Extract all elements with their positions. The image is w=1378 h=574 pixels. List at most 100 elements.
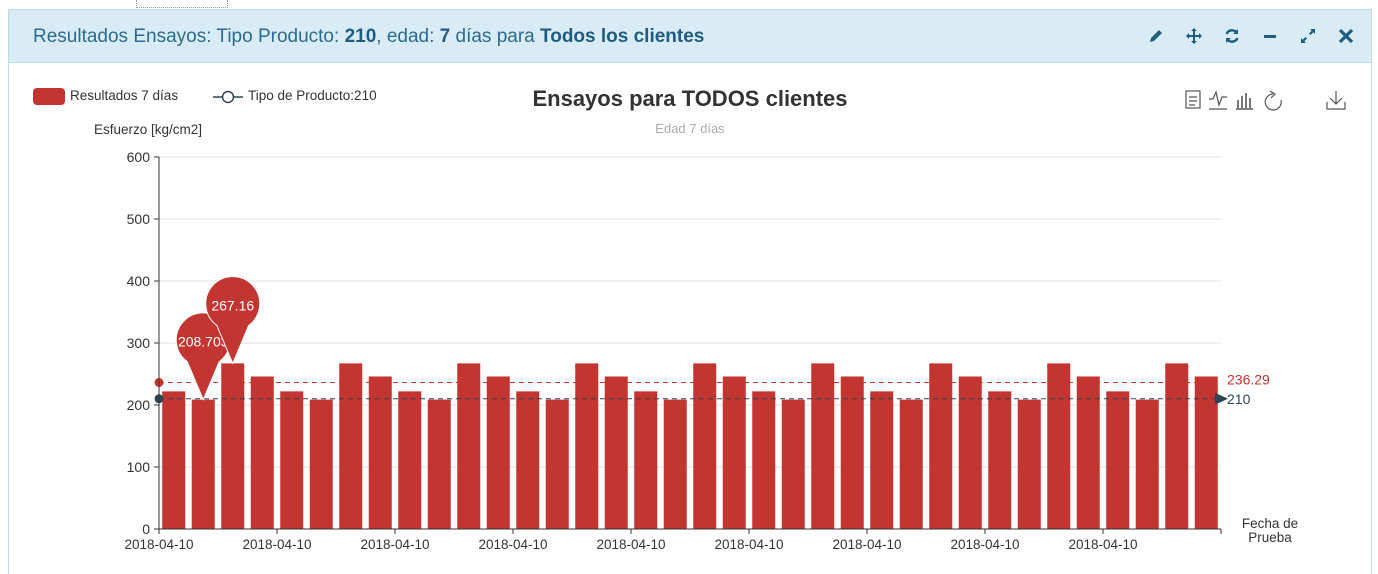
x-axis-label: Fecha de Prueba (1242, 516, 1298, 545)
x-tick-label: 2018-04-10 (360, 537, 429, 552)
title-clients: Todos los clientes (540, 26, 705, 47)
y-tick-label: 0 (142, 521, 150, 537)
bar[interactable] (722, 376, 746, 529)
legend-label-results: Resultados 7 días (70, 88, 178, 103)
mark-lines: 236.29 210 (154, 372, 1270, 407)
x-tick-label: 2018-04-10 (950, 537, 1019, 552)
chart-title: Ensayos para TODOS clientes (532, 86, 847, 111)
save-image-icon[interactable] (1326, 91, 1346, 110)
bar[interactable] (398, 391, 422, 529)
panel-header: Resultados Ensayos: Tipo Producto: 210, … (9, 10, 1371, 63)
bar[interactable] (1076, 376, 1100, 529)
x-tick-label: 2018-04-10 (832, 537, 901, 552)
mark-point-label: 208.703 (178, 334, 229, 350)
bar[interactable] (575, 363, 599, 529)
bar[interactable] (929, 363, 953, 529)
close-icon[interactable] (1335, 24, 1357, 48)
bar[interactable] (811, 363, 835, 529)
x-axis-ticks: 2018-04-10 2018-04-10 2018-04-10 2018-04-10… (124, 529, 1222, 552)
data-view-icon-page (1185, 90, 1201, 109)
line-chart-icon[interactable] (1209, 90, 1227, 110)
bar[interactable] (457, 363, 481, 529)
legend-item-target[interactable]: Tipo de Producto:210 (213, 88, 377, 104)
x-tick-label: 2018-04-10 (478, 537, 547, 552)
bar[interactable] (840, 376, 864, 529)
bar[interactable] (339, 363, 363, 529)
mark-point-pin[interactable] (205, 276, 261, 365)
expand-icon[interactable] (1297, 24, 1319, 48)
bar[interactable] (191, 399, 215, 529)
legend-bar-swatch (33, 88, 65, 105)
bar[interactable] (693, 363, 717, 529)
y-axis-ticks: 0 100 200 300 400 500 600 (127, 149, 159, 537)
bar[interactable] (781, 399, 805, 529)
y-tick-label: 500 (127, 211, 151, 227)
bar[interactable] (1106, 391, 1130, 529)
y-tick-label: 100 (127, 459, 151, 475)
bar[interactable] (221, 363, 245, 529)
chart-subtitle: Edad 7 días (655, 121, 725, 136)
panel-title: Resultados Ensayos: Tipo Producto: 210, … (33, 26, 704, 48)
bar[interactable] (1135, 399, 1159, 529)
bar[interactable] (280, 391, 304, 529)
data-view-icon[interactable] (1185, 90, 1201, 109)
legend-item-results[interactable]: Resultados 7 días (33, 88, 178, 105)
bar[interactable] (604, 376, 628, 529)
mark-line-label: 210 (1227, 391, 1251, 407)
bar[interactable] (309, 399, 333, 529)
title-prefix: Resultados Ensayos: Tipo Producto: (33, 26, 345, 47)
restore-icon-arrow (1269, 90, 1276, 99)
pencil-icon[interactable] (1145, 24, 1167, 48)
bar[interactable] (1017, 399, 1041, 529)
legend-line-marker (221, 90, 235, 104)
bar-series (162, 363, 1218, 529)
bar[interactable] (368, 376, 392, 529)
y-tick-label: 400 (127, 273, 151, 289)
bar[interactable] (427, 399, 451, 529)
bar[interactable] (752, 391, 776, 529)
y-tick-label: 600 (127, 149, 151, 165)
bar[interactable] (663, 399, 687, 529)
move-icon[interactable] (1183, 24, 1205, 48)
x-tick-label: 2018-04-10 (1068, 537, 1137, 552)
panel-tools (1145, 24, 1357, 48)
chart-legend: Resultados 7 días Tipo de Producto:210 (33, 88, 377, 105)
bar[interactable] (634, 391, 658, 529)
y-axis-label: Esfuerzo [kg/cm2] (94, 122, 202, 137)
bar[interactable] (486, 376, 510, 529)
mark-point-label: 267.16 (211, 297, 254, 313)
legend-label-target: Tipo de Producto:210 (248, 88, 377, 103)
bar[interactable] (899, 399, 923, 529)
line-chart-icon-path (1209, 90, 1227, 108)
grid-lines (159, 156, 1221, 468)
bar[interactable] (162, 391, 186, 529)
refresh-icon[interactable] (1221, 24, 1243, 48)
bar[interactable] (1165, 363, 1189, 529)
top-stub-element (136, 0, 228, 8)
bar-chart-icon-path (1236, 93, 1253, 110)
x-tick-label: 2018-04-10 (124, 537, 193, 552)
mark-line-label: 236.29 (1227, 372, 1270, 388)
x-tick-label: 2018-04-10 (714, 537, 783, 552)
bar[interactable] (988, 391, 1012, 529)
x-axis-label-line: Fecha de (1242, 516, 1298, 531)
x-tick-label: 2018-04-10 (596, 537, 665, 552)
restore-icon-arc (1264, 93, 1282, 111)
mark-line-arrow (1215, 392, 1228, 405)
bar[interactable] (250, 376, 274, 529)
bar-chart-icon[interactable] (1236, 93, 1253, 110)
bar[interactable] (1194, 376, 1218, 529)
bar[interactable] (958, 376, 982, 529)
minimize-icon[interactable] (1259, 24, 1281, 48)
mark-points: 208.703 267.16 (175, 276, 261, 401)
restore-icon[interactable] (1264, 90, 1282, 111)
bar[interactable] (545, 399, 569, 529)
x-axis-label-line: Prueba (1248, 530, 1292, 545)
bar[interactable] (870, 391, 894, 529)
title-mid2: días para (450, 26, 541, 47)
chart-toolbox (1185, 90, 1346, 111)
bar[interactable] (1047, 363, 1071, 529)
bar[interactable] (516, 391, 540, 529)
title-age: 7 (439, 26, 451, 47)
